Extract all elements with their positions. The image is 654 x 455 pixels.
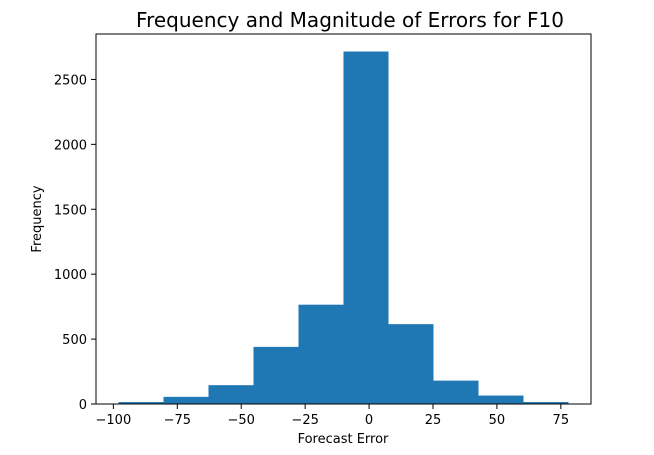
bars-group	[118, 51, 569, 405]
histogram-bar	[298, 304, 344, 404]
histogram-bar	[433, 380, 479, 404]
y-tick-label: 0	[79, 398, 87, 413]
x-axis-label: Forecast Error	[298, 432, 389, 447]
x-tick-label: −25	[291, 413, 318, 428]
x-tick-label: −100	[96, 413, 132, 428]
y-tick-label: 2500	[54, 73, 87, 88]
histogram-bar	[388, 324, 434, 404]
x-axis-ticks: −100 −75 −50 −25 0 25 50 75	[96, 404, 570, 428]
x-tick-label: −50	[228, 413, 255, 428]
histogram-bar	[523, 402, 569, 404]
x-tick-label: −75	[164, 413, 191, 428]
x-tick-label: 50	[489, 413, 506, 428]
histogram-bar	[118, 402, 164, 404]
histogram-bar	[163, 396, 209, 404]
y-axis-label: Frequency	[30, 185, 45, 252]
histogram-bar	[478, 395, 524, 404]
histogram-bar	[208, 385, 254, 404]
y-tick-label: 1000	[54, 268, 87, 283]
y-tick-label: 2000	[54, 138, 87, 153]
x-tick-label: 75	[553, 413, 570, 428]
x-tick-label: 0	[365, 413, 373, 428]
histogram-bar	[253, 346, 299, 404]
x-tick-label: 25	[425, 413, 442, 428]
y-tick-label: 500	[62, 333, 87, 348]
y-tick-label: 1500	[54, 203, 87, 218]
y-axis-ticks: 0 500 1000 1500 2000 2500	[54, 73, 96, 413]
chart-title: Frequency and Magnitude of Errors for F1…	[136, 8, 564, 32]
plot-frame	[95, 33, 592, 405]
histogram-bar	[343, 51, 389, 405]
